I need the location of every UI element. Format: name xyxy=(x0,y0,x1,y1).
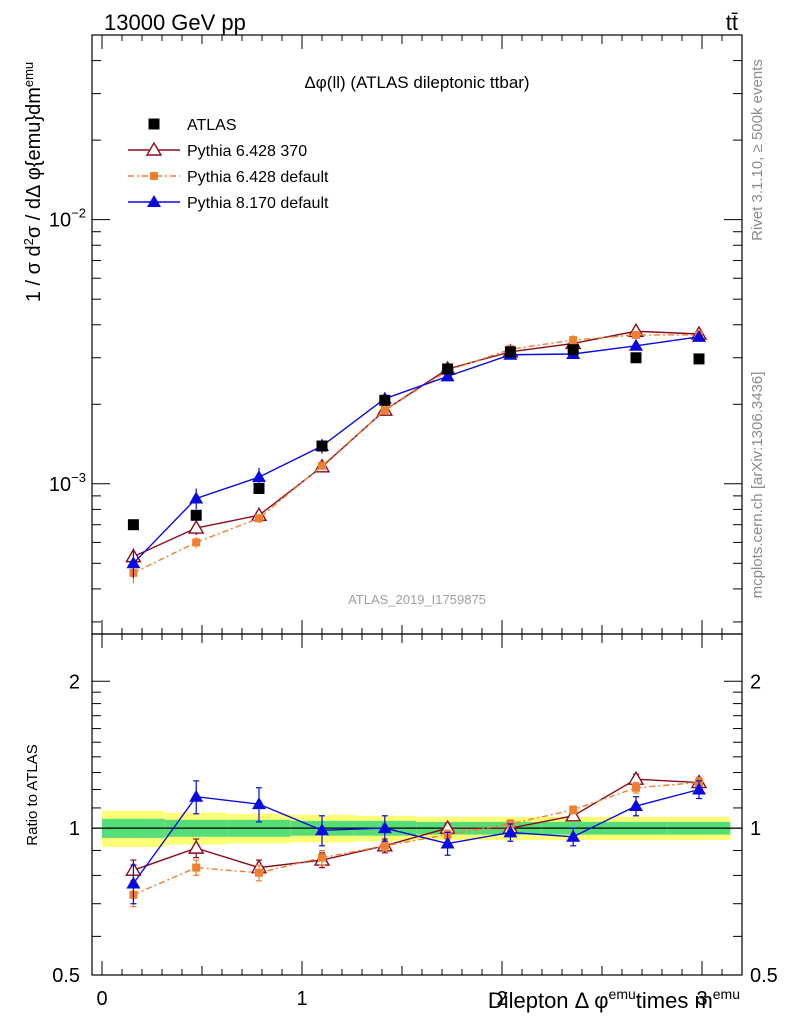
legend-marker xyxy=(148,118,160,130)
atlas-data-point xyxy=(442,363,454,375)
series-3-point xyxy=(440,369,455,382)
series-2-point xyxy=(632,330,640,339)
series-2-ratio-point xyxy=(632,783,640,792)
mcplots-label: mcplots.cern.ch [arXiv:1306.3436] xyxy=(749,372,766,599)
legend-marker xyxy=(150,172,158,180)
series-2-point xyxy=(569,336,578,345)
series-2-ratio-point xyxy=(192,863,201,872)
process-label: tt̄ xyxy=(726,10,738,35)
ratio-y-tick-label-right: 0.5 xyxy=(750,965,778,987)
watermark: ATLAS_2019_I1759875 xyxy=(348,592,486,607)
x-tick-label: 0 xyxy=(96,988,107,1010)
series-1-point xyxy=(187,519,205,534)
series-3-ratio-line xyxy=(132,788,700,884)
series-3-ratio-point xyxy=(252,797,266,810)
series-3-ratio-point xyxy=(189,789,204,802)
legend-marker xyxy=(147,195,161,207)
chart-title: Δφ(ll) (ATLAS dileptonic ttbar) xyxy=(304,73,529,92)
series-3-point xyxy=(692,329,706,342)
atlas-data-point xyxy=(693,353,705,365)
ratio-y-tick-label: 1 xyxy=(69,818,80,840)
atlas-data-point xyxy=(316,440,328,452)
ratio-y-tick-label-right: 1 xyxy=(750,818,761,840)
legend-label: Pythia 6.428 default xyxy=(187,169,329,186)
ratio-panel-frame xyxy=(91,633,743,976)
series-1-line xyxy=(133,330,700,558)
ratio-y-tick-label: 2 xyxy=(69,671,80,693)
series-1-ratio-point xyxy=(564,807,582,822)
series-2-point xyxy=(380,406,389,415)
series-3-ratio-point xyxy=(440,836,455,849)
series-2-ratio-point xyxy=(255,868,263,877)
ratio-y-tick-label: 0.5 xyxy=(52,965,80,987)
x-tick-label: 1 xyxy=(296,988,307,1010)
series-3-ratio-point xyxy=(315,823,329,836)
y-tick-label: 10−3 xyxy=(49,470,86,496)
legend-label: Pythia 8.170 default xyxy=(187,195,329,212)
series-3-point xyxy=(189,491,204,504)
plot-area: 0 1 2 3 10−3 10−2 0.5 0.5 1 1 2 2 xyxy=(49,34,778,1010)
series-3-ratio-point xyxy=(126,876,141,889)
atlas-data-point xyxy=(504,346,516,358)
series-3-point xyxy=(126,556,141,569)
series-1-ratio-point xyxy=(187,839,205,854)
series-2-ratio-line xyxy=(133,781,700,896)
series-3-ratio-point xyxy=(692,782,706,795)
series-1-ratio-line xyxy=(133,778,700,871)
atlas-data-point xyxy=(253,482,265,494)
series-3-ratio-point xyxy=(377,821,392,834)
atlas-data-point xyxy=(567,344,579,356)
atlas-data-point xyxy=(379,394,391,406)
series-3-point xyxy=(252,470,266,483)
atlas-data-point xyxy=(630,352,642,364)
series-2-point xyxy=(318,461,326,470)
series-2-point xyxy=(192,538,201,547)
y-axis-label: 1 / σ d2σ / dΔ φ{emu}dmemu xyxy=(21,62,45,302)
ratio-y-tick-label-right: 2 xyxy=(750,671,761,693)
legend-marker xyxy=(145,141,163,156)
y-tick-label: 10−2 xyxy=(49,206,86,232)
energy-label: 13000 GeV pp xyxy=(104,10,246,35)
ratio-y-axis-label: Ratio to ATLAS xyxy=(24,744,41,845)
x-axis-label: Dilepton Δ φemutimes memu xyxy=(488,986,740,1013)
legend-label: Pythia 6.428 370 xyxy=(187,143,307,160)
legend: ATLAS Pythia 6.428 370 Pythia 6.428 defaul… xyxy=(128,117,329,212)
atlas-data-point xyxy=(127,519,139,531)
series-3-ratio-point xyxy=(629,799,643,812)
series-2-ratio-point xyxy=(380,841,389,850)
series-3-ratio-point xyxy=(566,829,581,842)
series-3-line xyxy=(132,336,700,564)
series-2-ratio-point xyxy=(569,805,578,814)
atlas-data-point xyxy=(190,509,202,521)
series-2-point xyxy=(255,514,263,523)
series-3-point xyxy=(629,338,643,351)
series-3-ratio-point xyxy=(503,825,518,838)
series-2-ratio-point xyxy=(318,853,326,862)
x-tick-label: 2 xyxy=(496,988,507,1010)
legend-label: ATLAS xyxy=(187,117,237,134)
rivet-label: Rivet 3.1.10, ≥ 500k events xyxy=(749,59,766,241)
x-tick-label: 3 xyxy=(696,988,707,1010)
series-2-line xyxy=(133,334,699,574)
